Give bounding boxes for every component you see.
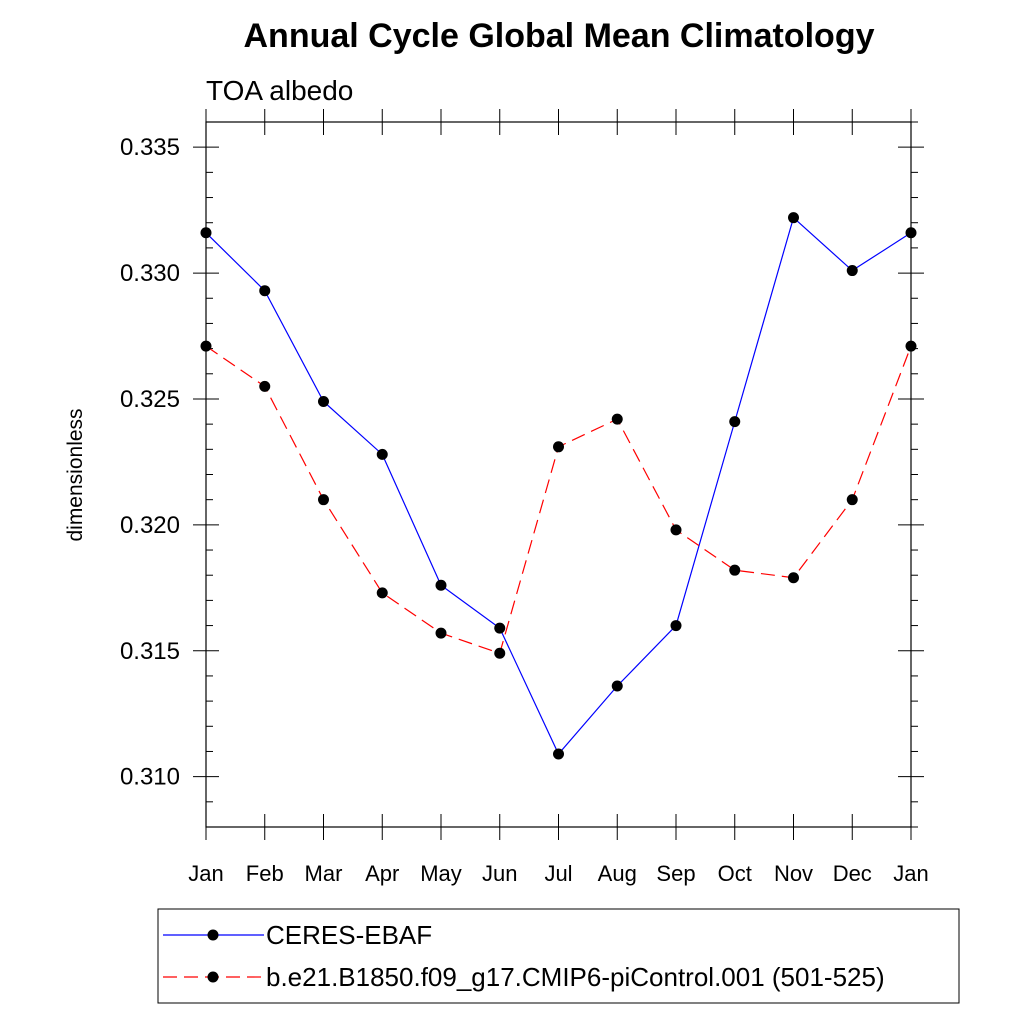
y-tick-label: 0.310 <box>120 764 180 791</box>
y-tick-label: 0.315 <box>120 638 180 665</box>
data-point-series-0 <box>376 448 388 460</box>
x-tick-label: Jul <box>544 861 572 886</box>
data-point-series-1 <box>846 494 858 506</box>
series-line-0 <box>205 216 912 756</box>
x-tick-label: Aug <box>598 861 637 886</box>
x-tick-label: Jan <box>188 861 223 886</box>
x-tick-label: Apr <box>365 861 399 886</box>
data-point-series-0 <box>788 212 799 224</box>
plot-frame <box>205 121 912 828</box>
chart-title: Annual Cycle Global Mean Climatology <box>244 17 875 55</box>
data-point-series-0 <box>670 620 682 632</box>
data-point-series-0 <box>729 416 741 428</box>
x-tick-label: Jun <box>482 861 517 886</box>
x-tick-label: Jan <box>893 861 928 886</box>
x-tick-label: Mar <box>305 861 343 886</box>
y-tick-label: 0.330 <box>120 260 180 287</box>
data-point-series-1 <box>318 494 329 506</box>
x-tick-label: Sep <box>656 861 695 886</box>
y-tick-label: 0.325 <box>120 386 180 413</box>
y-axis-ticks: 0.310 0.315 0.320 0.325 0.330 0.335 <box>120 121 924 828</box>
data-point-series-1 <box>729 564 741 576</box>
legend-marker-model <box>207 971 219 983</box>
x-tick-label: Oct <box>718 861 752 886</box>
y-axis-label: dimensionless <box>64 408 87 541</box>
x-tick-label: Nov <box>774 861 813 886</box>
data-point-series-1 <box>494 647 506 659</box>
data-point-series-0 <box>611 680 623 692</box>
data-point-series-1 <box>435 627 447 639</box>
data-point-series-0 <box>259 285 271 297</box>
legend-entry-model: b.e21.B1850.f09_g17.CMIP6-piControl.001 … <box>163 962 885 992</box>
data-point-series-0 <box>435 579 447 591</box>
data-point-series-1 <box>670 524 682 536</box>
chart-subtitle: TOA albedo <box>206 75 353 106</box>
y-tick-label: 0.320 <box>120 512 180 539</box>
data-point-series-0 <box>318 395 329 407</box>
data-point-series-1 <box>376 587 388 599</box>
data-point-series-1 <box>259 380 271 392</box>
legend: CERES-EBAF b.e21.B1850.f09_g17.CMIP6-piC… <box>157 908 960 1004</box>
data-point-series-0 <box>494 622 506 634</box>
legend-label-model: b.e21.B1850.f09_g17.CMIP6-piControl.001 … <box>266 962 885 992</box>
data-point-series-1 <box>788 572 799 584</box>
x-axis-ticks: Jan Feb Mar Apr May Jun Jul Aug Sep Oct Nov Dec Jan <box>188 109 929 886</box>
data-point-series-0 <box>553 748 564 760</box>
x-tick-label: Feb <box>246 861 284 886</box>
legend-entry-ceres: CERES-EBAF <box>163 920 432 950</box>
x-tick-label: Dec <box>833 861 872 886</box>
data-point-series-1 <box>553 441 564 453</box>
legend-label-ceres: CERES-EBAF <box>266 920 432 950</box>
legend-box <box>157 908 960 1004</box>
data-point-series-0 <box>846 265 858 277</box>
plot-series <box>200 212 917 760</box>
series-line-1 <box>205 345 912 655</box>
x-tick-label: May <box>420 861 462 886</box>
data-point-series-1 <box>611 413 623 425</box>
legend-marker-ceres <box>207 929 219 941</box>
y-tick-label: 0.335 <box>120 134 180 161</box>
